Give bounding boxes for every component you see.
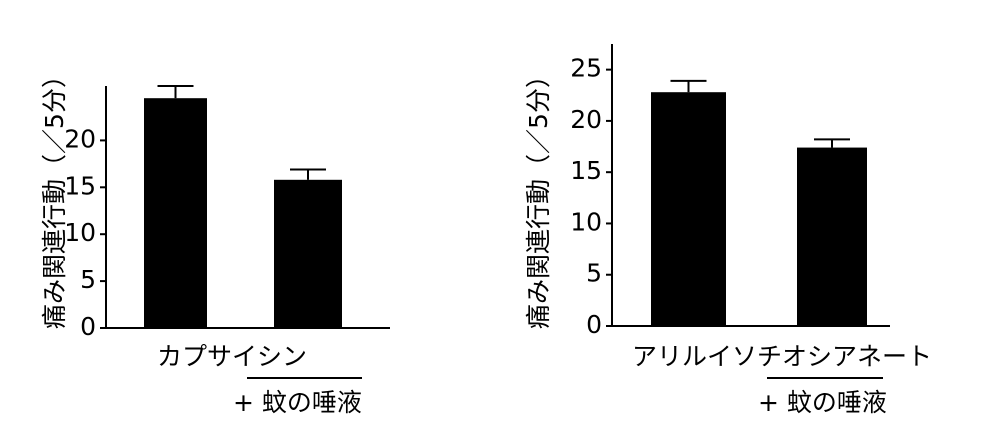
y-tick-label: 15 xyxy=(570,156,602,185)
y-tick-label: 25 xyxy=(570,54,602,83)
y-tick-label: 5 xyxy=(80,265,96,294)
y-axis-ticks: 0 5 10 15 20 xyxy=(64,124,106,341)
y-axis-label: 痛み関連行動（／5分） xyxy=(40,63,69,329)
chart-capsaicin: 痛み関連行動（／5分） 0 5 10 15 20 カプサイシン + 蚊の唾液 xyxy=(40,63,390,417)
bar xyxy=(144,98,207,328)
bar xyxy=(651,92,726,326)
bars xyxy=(144,85,342,328)
category-label: カプサイシン xyxy=(157,342,307,371)
category-label: アリルイソチオシアネート xyxy=(632,342,932,371)
y-tick-label: 0 xyxy=(586,310,602,339)
y-tick-label: 5 xyxy=(586,259,602,288)
y-tick-label: 15 xyxy=(64,171,96,200)
y-tick-label: 20 xyxy=(64,124,96,153)
chart-aitc: 痛み関連行動（／5分） 0 5 10 15 20 25 アリルイソチオシアネート + 蚊の… xyxy=(524,44,932,417)
bars xyxy=(651,79,867,326)
saliva-label: + 蚊の唾液 xyxy=(233,388,362,417)
y-tick-label: 0 xyxy=(80,312,96,341)
y-tick-label: 20 xyxy=(570,105,602,134)
y-axis-ticks: 0 5 10 15 20 25 xyxy=(570,54,612,339)
saliva-label: + 蚊の唾液 xyxy=(758,388,887,417)
y-tick-label: 10 xyxy=(64,218,96,247)
y-axis-label: 痛み関連行動（／5分） xyxy=(524,63,553,329)
y-tick-label: 10 xyxy=(570,207,602,236)
bar xyxy=(274,179,342,328)
bar xyxy=(797,147,867,326)
